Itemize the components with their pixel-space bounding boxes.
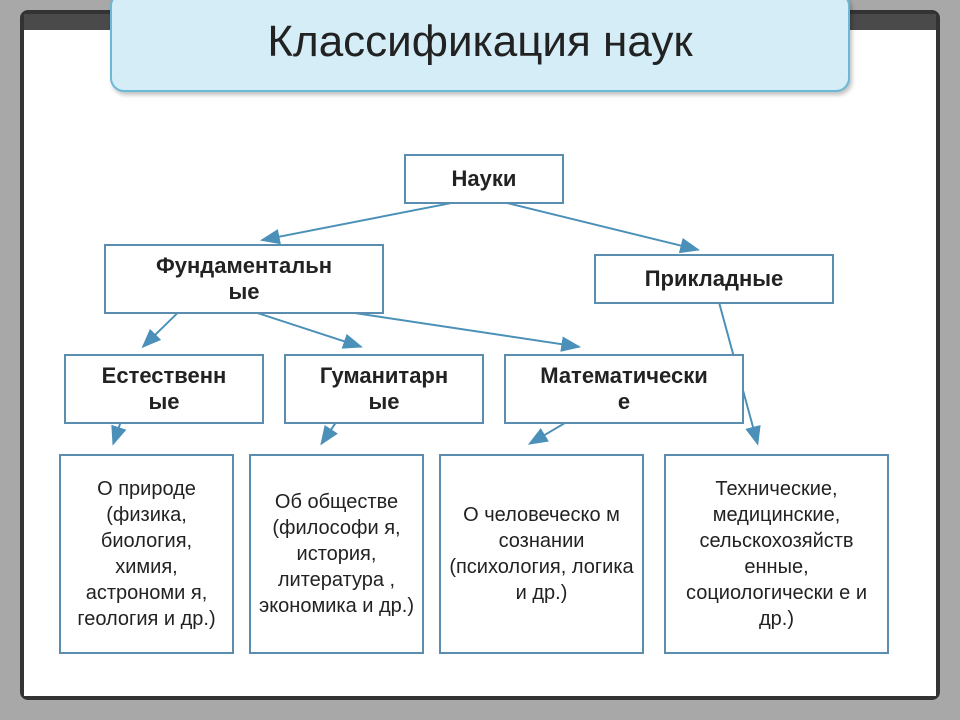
node-fundamental: Фундаментальные [104,244,384,314]
node-humanities-label: Гуманитарные [320,363,448,415]
leaf-applied-label: Технические, медицинские, сельскохозяйст… [672,476,881,632]
node-natural-label: Естественные [102,363,227,415]
node-root: Науки [404,154,564,204]
node-root-label: Науки [452,166,517,192]
inner-frame: Науки Фундаментальные Прикладные Естеств… [20,10,940,700]
leaf-nature-label: О природе (физика, биология, химия, астр… [67,476,226,632]
leaf-society: Об обществе (философи я, история, литера… [249,454,424,654]
leaf-consciousness: О человеческо м сознании (психология, ло… [439,454,644,654]
leaf-applied: Технические, медицинские, сельскохозяйст… [664,454,889,654]
leaf-society-label: Об обществе (философи я, история, литера… [257,489,416,619]
node-natural: Естественные [64,354,264,424]
title-box: Классификация наук [110,0,850,92]
node-fundamental-label: Фундаментальные [156,253,332,305]
node-applied: Прикладные [594,254,834,304]
diagram-area: Науки Фундаментальные Прикладные Естеств… [24,114,936,696]
outer-frame: Классификация наук Науки Фундаментальные… [0,0,960,720]
leaf-consciousness-label: О человеческо м сознании (психология, ло… [447,502,636,606]
node-applied-label: Прикладные [645,266,784,292]
title-text: Классификация наук [267,17,692,67]
node-humanities: Гуманитарные [284,354,484,424]
leaf-nature: О природе (физика, биология, химия, астр… [59,454,234,654]
node-math-label: Математические [540,363,708,415]
node-math: Математические [504,354,744,424]
